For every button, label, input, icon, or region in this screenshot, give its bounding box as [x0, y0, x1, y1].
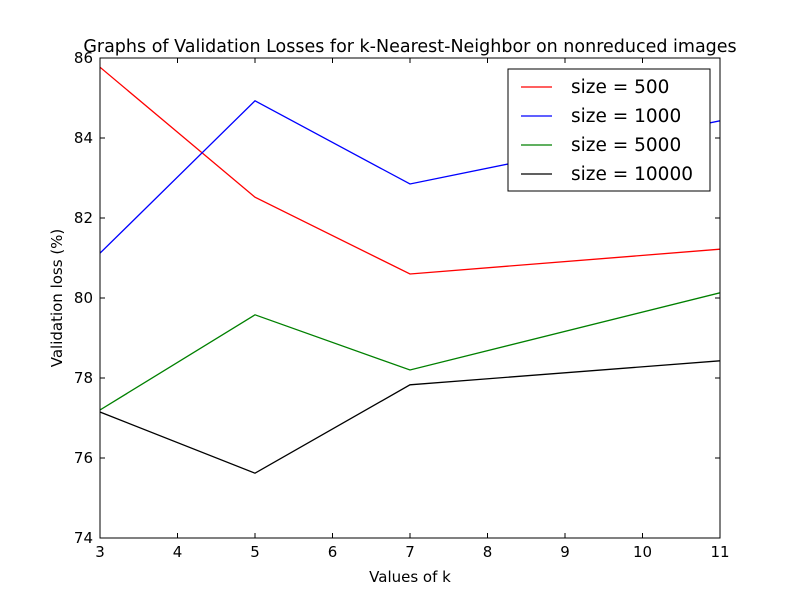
- x-tick-label-1: 4: [173, 543, 183, 561]
- x-tick-label-0: 3: [95, 543, 105, 561]
- y-axis-title: Validation loss (%): [48, 229, 66, 368]
- axis-ticks: [99, 57, 721, 539]
- legend-label-0: size = 500: [571, 77, 669, 98]
- series-line-3: [100, 360, 720, 474]
- y-tick-label-2: 78: [74, 369, 93, 387]
- x-tick-label-2: 5: [250, 543, 260, 561]
- y-tick-label-5: 84: [74, 129, 93, 147]
- legend-label-1: size = 1000: [571, 106, 681, 127]
- series-line-0: [100, 66, 720, 275]
- series-line-2: [100, 292, 720, 411]
- x-tick-label-7: 10: [633, 543, 652, 561]
- chart-title: Graphs of Validation Losses for k-Neares…: [83, 37, 736, 57]
- legend-label-3: size = 10000: [571, 164, 693, 185]
- y-tick-label-3: 80: [74, 289, 93, 307]
- x-tick-labels: 3 4 5 6 7 8 9 10 11: [95, 543, 729, 561]
- y-tick-label-0: 74: [74, 529, 93, 547]
- y-tick-label-4: 82: [74, 209, 93, 227]
- y-tick-label-1: 76: [74, 449, 93, 467]
- legend: size = 500 size = 1000 size = 5000 size = 1…: [507, 68, 711, 192]
- legend-label-2: size = 5000: [571, 135, 681, 156]
- x-tick-label-4: 7: [405, 543, 415, 561]
- x-tick-label-5: 8: [483, 543, 493, 561]
- x-tick-label-8: 11: [710, 543, 729, 561]
- y-tick-label-6: 86: [74, 49, 93, 67]
- y-tick-labels: 74 76 78 80 82 84 86: [74, 49, 93, 547]
- x-tick-label-6: 9: [560, 543, 570, 561]
- x-axis-title: Values of k: [369, 568, 451, 586]
- x-tick-label-3: 6: [328, 543, 338, 561]
- legend-box: [507, 68, 711, 192]
